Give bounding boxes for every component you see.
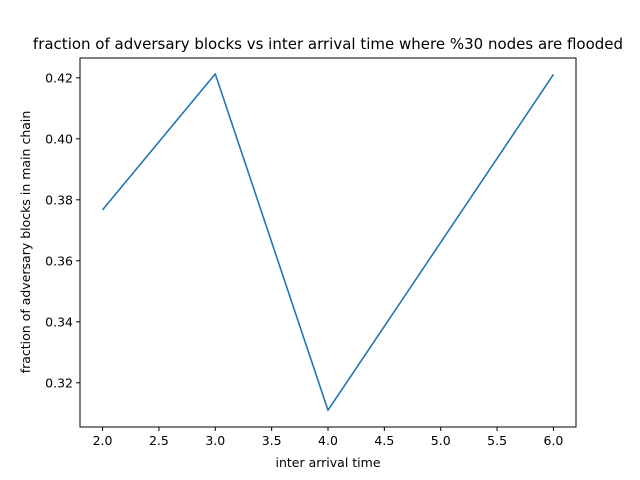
x-tick-label: 3.0 — [205, 433, 225, 448]
x-axis-ticks: 2.0 2.5 3.0 3.5 4.0 4.5 5.0 5.5 6.0 — [93, 427, 564, 448]
x-tick-label: 4.0 — [318, 433, 338, 448]
y-tick-label: 0.36 — [45, 253, 73, 268]
y-axis-ticks: 0.32 0.34 0.36 0.38 0.40 0.42 — [45, 70, 80, 390]
x-axis-label: inter arrival time — [275, 455, 380, 470]
y-tick-label: 0.38 — [45, 192, 73, 207]
x-tick-label: 4.5 — [374, 433, 394, 448]
x-tick-label: 5.5 — [487, 433, 507, 448]
y-axis-label: fraction of adversary blocks in main cha… — [18, 111, 33, 374]
chart-title: fraction of adversary blocks vs inter ar… — [33, 35, 623, 53]
y-tick-label: 0.32 — [45, 375, 73, 390]
y-tick-label: 0.34 — [45, 314, 73, 329]
plot-area — [101, 73, 555, 412]
y-tick-label: 0.40 — [45, 131, 73, 146]
y-tick-label: 0.42 — [45, 70, 73, 85]
x-tick-label: 5.0 — [431, 433, 451, 448]
x-tick-label: 2.0 — [93, 433, 113, 448]
series-line-0 — [101, 73, 555, 412]
x-tick-label: 6.0 — [544, 433, 564, 448]
x-tick-label: 2.5 — [149, 433, 169, 448]
x-tick-label: 3.5 — [262, 433, 282, 448]
